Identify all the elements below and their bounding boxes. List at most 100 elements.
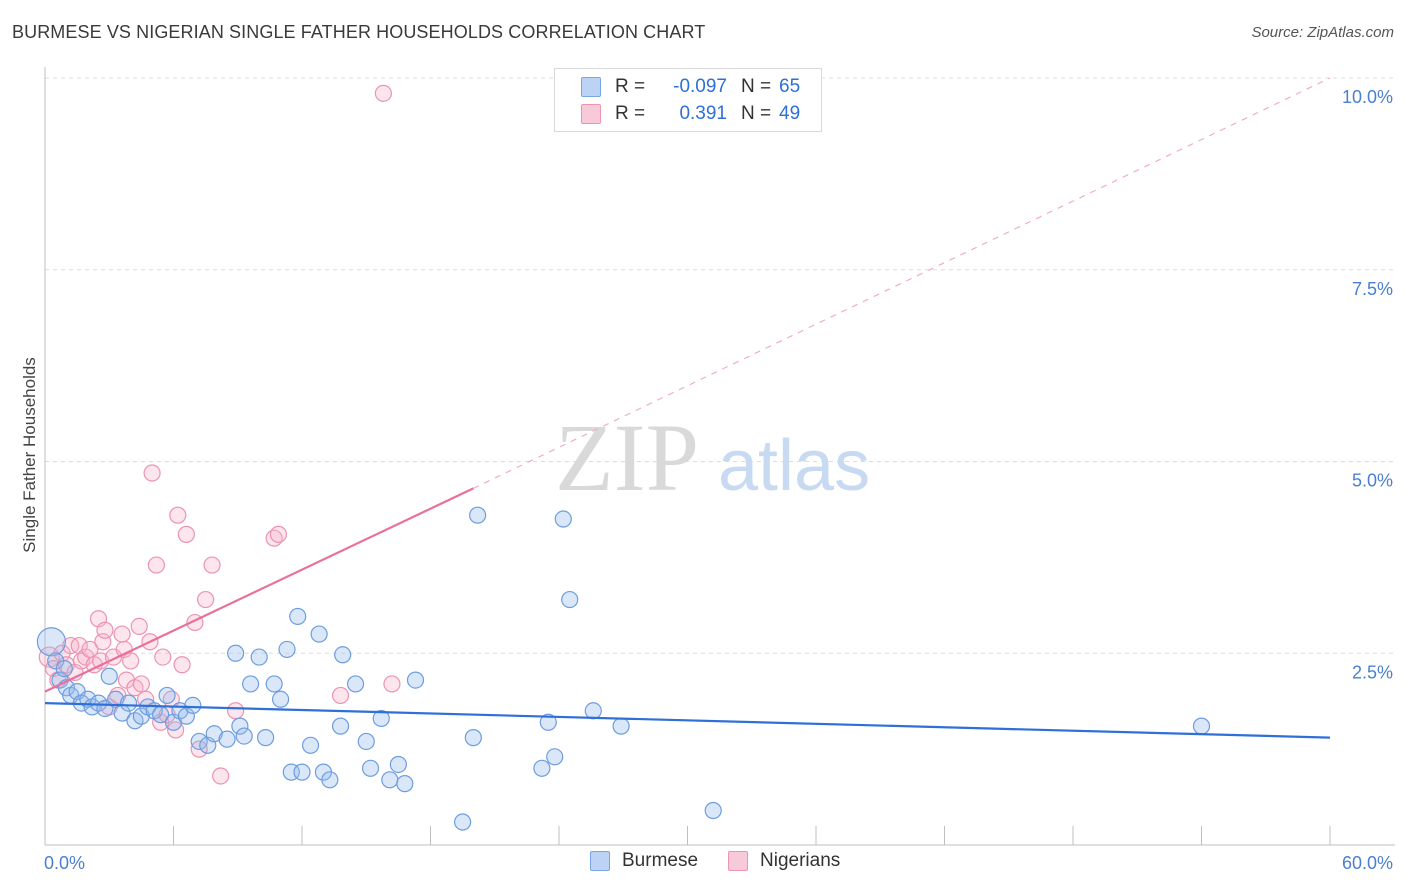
burmese-point <box>218 730 236 748</box>
nigerians-swatch <box>728 851 749 871</box>
burmese-point <box>372 709 390 728</box>
burmese-point <box>265 675 283 693</box>
legend-r-label: R = <box>615 103 646 124</box>
nigerians-point <box>143 464 161 482</box>
nigerians-point <box>113 625 131 643</box>
burmese-point <box>533 759 551 777</box>
nigerians-point <box>173 656 191 674</box>
y-tick-label: 10.0% <box>1342 87 1393 107</box>
axes-layer <box>44 67 1395 846</box>
y-axis-label: Single Father Households <box>20 357 39 553</box>
nigerians-point <box>269 525 288 543</box>
burmese-point <box>334 646 352 664</box>
burmese-point <box>310 625 328 643</box>
legend-n-value: 65 <box>779 76 801 97</box>
burmese-point <box>1192 717 1211 735</box>
y-tick-label: 2.5% <box>1352 662 1393 682</box>
burmese-swatch <box>590 851 610 871</box>
nigerians-trend-line <box>44 487 474 693</box>
burmese-point <box>396 775 414 793</box>
burmese-point <box>469 506 487 524</box>
nigerians-point <box>374 84 392 102</box>
trend-lines <box>44 77 1331 739</box>
legend-item-burmese[interactable]: Burmese <box>590 850 698 872</box>
nigerians-point <box>96 621 114 639</box>
nigerians-point <box>227 702 245 720</box>
burmese-point <box>321 771 339 789</box>
nigerians-point <box>212 767 230 785</box>
burmese-point <box>158 686 176 705</box>
burmese-point <box>357 732 375 751</box>
nigerians-trend-extension <box>473 77 1331 489</box>
nigerians-point <box>197 590 215 609</box>
nigerians-point <box>169 506 187 524</box>
burmese-point <box>107 690 125 708</box>
burmese-point <box>235 727 253 745</box>
burmese-point <box>190 732 208 751</box>
legend-n-label: N = <box>741 103 772 124</box>
burmese-point <box>293 763 311 781</box>
burmese-point <box>36 627 67 657</box>
burmese-point <box>454 813 472 831</box>
legend-item-nigerians[interactable]: Nigerians <box>728 850 840 872</box>
legend-r-value: 0.391 <box>679 103 727 124</box>
burmese-point <box>346 675 365 693</box>
burmese-point <box>389 755 407 774</box>
burmese-point <box>381 771 399 789</box>
nigerians-swatch <box>581 104 601 124</box>
burmese-point <box>242 675 260 693</box>
nigerians-point <box>132 675 150 693</box>
burmese-point <box>231 717 249 735</box>
nigerians-point <box>383 675 401 693</box>
legend-n-value: 49 <box>779 103 801 124</box>
legend-row-nigerians: R = 0.391 N = 49 <box>581 101 800 127</box>
correlation-legend: R = -0.097 N = 65 R = 0.391 N = 49 <box>554 68 822 132</box>
x-tick-min: 0.0% <box>44 853 85 873</box>
nigerians-point <box>122 652 140 670</box>
watermark-atlas: atlas <box>718 426 870 506</box>
burmese-point <box>278 640 296 659</box>
burmese-point <box>612 717 630 735</box>
burmese-swatch <box>581 77 601 97</box>
legend-label-burmese: Burmese <box>622 850 699 871</box>
burmese-point <box>331 717 350 735</box>
legend-r-value: -0.097 <box>673 76 727 97</box>
watermark-zip: ZIP <box>555 404 699 511</box>
watermark: ZIP atlas <box>555 404 870 511</box>
burmese-point <box>539 713 557 731</box>
burmese-point <box>561 590 579 609</box>
burmese-trend-line <box>44 702 1331 739</box>
burmese-point <box>546 748 564 766</box>
nigerians-point <box>331 686 350 705</box>
legend-r-label: R = <box>615 76 646 97</box>
y-tick-label: 5.0% <box>1352 471 1393 491</box>
burmese-point <box>464 729 482 747</box>
legend-n-label: N = <box>741 76 772 97</box>
nigerians-points <box>38 84 401 785</box>
burmese-point <box>301 736 320 754</box>
axis-labels: Single Father Households 0.0% 60.0% <box>20 357 1393 873</box>
burmese-point <box>361 759 380 777</box>
burmese-points <box>36 506 1211 831</box>
burmese-point <box>227 644 245 662</box>
burmese-point <box>554 510 572 528</box>
legend-label-nigerians: Nigerians <box>760 850 841 871</box>
burmese-point <box>250 648 268 666</box>
x-tick-max: 60.0% <box>1342 853 1393 873</box>
burmese-point <box>704 801 722 820</box>
burmese-point <box>256 729 275 747</box>
burmese-point <box>205 725 223 743</box>
burmese-point <box>271 690 290 708</box>
burmese-point <box>100 667 118 685</box>
burmese-point <box>55 659 73 678</box>
burmese-point <box>406 671 425 689</box>
source-label: Source: ZipAtlas.com <box>1251 24 1394 41</box>
chart-title: BURMESE VS NIGERIAN SINGLE FATHER HOUSEH… <box>12 22 706 42</box>
nigerians-point <box>130 617 148 636</box>
grid-layer: 2.5% 5.0% 7.5% 10.0% <box>45 77 1395 682</box>
burmese-point <box>289 607 307 626</box>
burmese-point <box>119 694 138 712</box>
burmese-point <box>184 696 202 715</box>
burmese-point <box>584 702 602 720</box>
